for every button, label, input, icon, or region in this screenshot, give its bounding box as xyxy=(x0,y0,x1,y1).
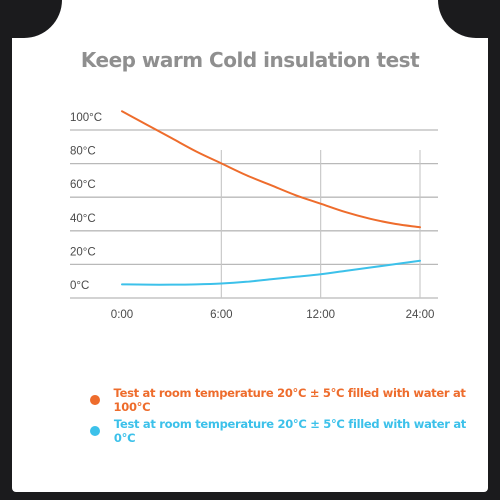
series-line-cold-water xyxy=(121,259,421,286)
x-tick-label: 12:00 xyxy=(306,309,335,321)
legend-swatch-hot xyxy=(90,395,100,405)
legend-item-cold: Test at room temperature 20°C ± 5°C fill… xyxy=(90,417,488,445)
legend-swatch-cold xyxy=(90,426,100,436)
legend-label-cold: Test at room temperature 20°C ± 5°C fill… xyxy=(113,417,466,445)
series-line-hot-water xyxy=(121,110,421,229)
infographic-card: Keep warm Cold insulation test 0°C 20°C 40… xyxy=(12,0,488,492)
y-tick-label: 100°C xyxy=(70,112,102,124)
x-tick-label: 24:00 xyxy=(406,309,435,321)
y-tick-label: 60°C xyxy=(70,179,96,191)
chart-title: Keep warm Cold insulation test xyxy=(80,48,420,72)
x-tick-label: 6:00 xyxy=(210,309,232,321)
y-tick-label: 40°C xyxy=(70,213,96,225)
x-tick-label: 0:00 xyxy=(111,309,133,321)
y-tick-label: 80°C xyxy=(70,146,96,158)
y-tick-label: 0°C xyxy=(70,280,89,292)
legend-item-hot: Test at room temperature 20°C ± 5°C fill… xyxy=(90,386,488,414)
legend-label-hot: Test at room temperature 20°C ± 5°C fill… xyxy=(113,386,466,414)
temperature-line-chart: 0°C 20°C 40°C 60°C 80°C 100°C 0:00 6:00 12:00 24:… xyxy=(70,110,438,321)
y-tick-label: 20°C xyxy=(70,246,96,258)
